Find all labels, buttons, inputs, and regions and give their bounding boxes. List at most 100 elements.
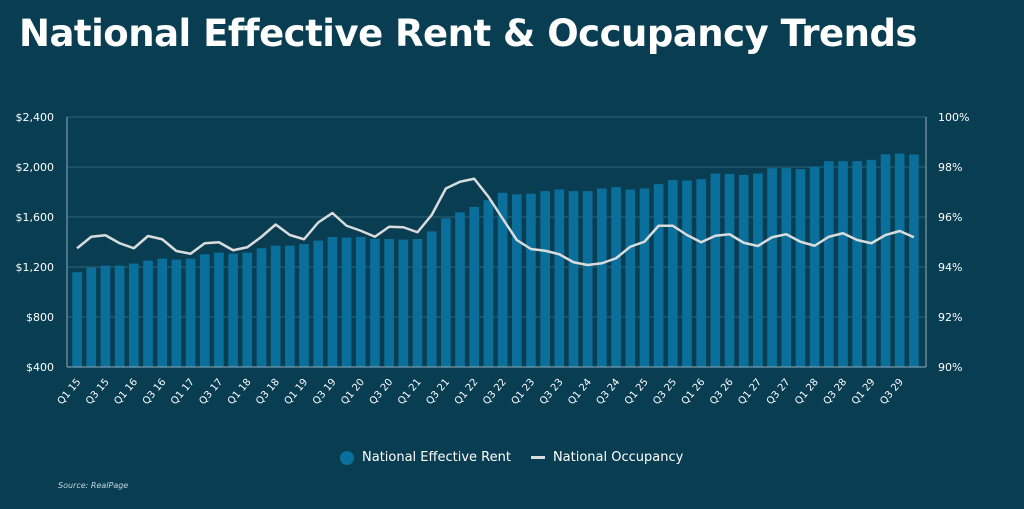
rent-bar <box>809 166 820 367</box>
rent-bar <box>625 189 636 367</box>
legend-occupancy-swatch <box>530 456 545 459</box>
rent-bar <box>767 168 777 367</box>
rent-bar <box>526 193 536 367</box>
x-tick-label: Q1 27 <box>736 377 764 407</box>
x-tick-label: Q3 17 <box>197 377 225 407</box>
rent-bar <box>171 259 182 367</box>
x-tick-label: Q1 26 <box>680 377 708 407</box>
rent-bar <box>199 254 210 367</box>
rent-bar <box>838 161 848 367</box>
rent-bar <box>185 258 196 367</box>
x-tick-label: Q3 27 <box>765 377 793 407</box>
rent-bar <box>696 179 706 367</box>
rent-bar <box>852 161 862 367</box>
y-right-tick-label: 94% <box>938 261 962 274</box>
rent-bar <box>100 265 111 367</box>
x-tick-label: Q1 24 <box>566 377 594 407</box>
legend: National Effective Rent National Occupan… <box>340 450 683 465</box>
x-tick-label: Q3 22 <box>481 377 509 407</box>
rent-bar <box>894 153 905 367</box>
y-right-tick-label: 92% <box>938 311 962 324</box>
rent-bar <box>880 154 891 367</box>
x-tick-label: Q1 20 <box>339 377 367 407</box>
y-left-tick-label: $400 <box>26 361 54 374</box>
x-tick-label: Q1 21 <box>396 377 424 407</box>
legend-rent-label: National Effective Rent <box>362 450 511 465</box>
rent-bar <box>441 218 451 367</box>
rent-bar <box>157 258 168 367</box>
rent-bar <box>639 188 650 367</box>
rent-bar <box>710 173 721 367</box>
rent-bar <box>823 161 834 367</box>
x-tick-label: Q1 23 <box>509 377 537 407</box>
rent-bar <box>724 173 735 367</box>
x-tick-label: Q3 20 <box>368 377 396 407</box>
rent-bar <box>86 267 97 367</box>
x-tick-label: Q1 17 <box>169 377 197 407</box>
x-tick-label: Q3 28 <box>821 377 849 407</box>
rent-bar <box>738 174 749 367</box>
rent-bar <box>753 173 763 367</box>
rent-bar <box>554 189 565 367</box>
rent-bar <box>129 263 139 367</box>
x-tick-label: Q1 16 <box>112 377 140 407</box>
rent-bar <box>256 248 267 367</box>
rent-bar <box>426 231 437 367</box>
x-tick-label: Q1 25 <box>623 377 651 407</box>
y-right-tick-label: 100% <box>938 111 969 124</box>
rent-bar <box>370 239 380 367</box>
y-right-tick-label: 98% <box>938 161 962 174</box>
rent-bar <box>228 253 238 367</box>
rent-bar <box>214 252 224 367</box>
rent-bar <box>313 240 324 367</box>
x-tick-label: Q1 18 <box>226 377 254 407</box>
rent-bar <box>469 207 480 367</box>
chart: $400 $800 $1,200 $1,600 $2,000 $2,400 90% 92% 94… <box>16 111 970 407</box>
x-tick-label: Q1 28 <box>793 377 821 407</box>
rent-bar <box>568 191 579 367</box>
rent-bar <box>582 191 593 367</box>
x-tick-label: Q1 29 <box>850 377 878 407</box>
x-tick-label: Q1 15 <box>56 377 84 407</box>
rent-bar <box>412 239 423 367</box>
rent-bar <box>667 180 678 367</box>
x-tick-label: Q3 18 <box>254 377 282 407</box>
rent-bar <box>653 184 664 367</box>
x-tick-label: Q3 16 <box>141 377 169 407</box>
x-tick-label: Q3 15 <box>84 377 112 407</box>
x-tick-label: Q3 29 <box>878 377 906 407</box>
rent-bar <box>781 168 792 367</box>
rent-bar <box>597 188 607 367</box>
rent-bar <box>341 237 352 367</box>
occupancy-line <box>76 177 915 267</box>
rent-bar <box>511 194 522 367</box>
x-tick-label: Q1 22 <box>453 377 481 407</box>
y-left-tick-label: $2,000 <box>16 161 55 174</box>
rent-bar <box>72 272 82 367</box>
legend-occupancy-label: National Occupancy <box>552 450 684 465</box>
x-tick-label: Q1 19 <box>283 377 311 407</box>
rent-bar <box>611 187 621 367</box>
legend-rent-swatch <box>340 450 354 465</box>
x-tick-label: Q3 24 <box>595 377 623 407</box>
y-right-tick-label: 90% <box>938 361 962 374</box>
y-left-tick-label: $800 <box>26 311 54 324</box>
rent-bar <box>242 252 253 367</box>
y-left-tick-label: $1,600 <box>16 211 55 224</box>
rent-bar <box>270 245 281 367</box>
rent-bar <box>398 239 409 367</box>
rent-bar <box>327 237 338 367</box>
rent-bar <box>497 192 508 367</box>
x-tick-label: Q3 25 <box>651 377 679 407</box>
rent-bar <box>455 212 465 367</box>
rent-bar <box>540 191 550 367</box>
rent-bar <box>909 154 919 367</box>
rent-bar <box>355 237 366 367</box>
chart-title: National Effective Rent & Occupancy Tren… <box>19 12 917 55</box>
y-left-tick-label: $2,400 <box>16 111 55 124</box>
rent-bar <box>795 169 806 367</box>
x-tick-label: Q3 26 <box>708 377 736 407</box>
rent-bar <box>384 239 394 367</box>
rent-bar <box>682 180 692 367</box>
source-note: Source: RealPage <box>58 481 129 490</box>
